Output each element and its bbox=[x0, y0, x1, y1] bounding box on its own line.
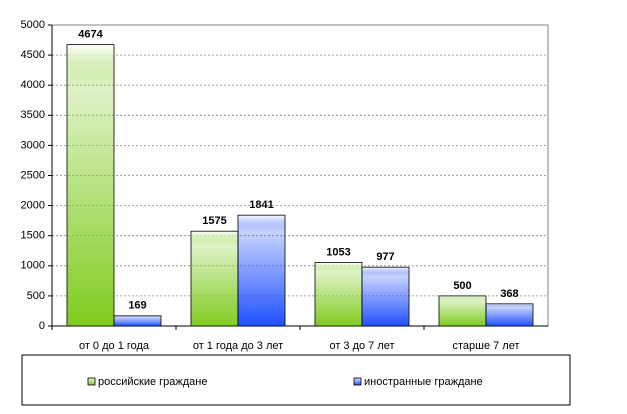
bar bbox=[485, 303, 534, 327]
value-label: 4674 bbox=[78, 29, 103, 41]
value-label: 1841 bbox=[249, 199, 273, 211]
y-tick-label: 4000 bbox=[21, 79, 45, 91]
value-label: 368 bbox=[500, 288, 518, 300]
legend-label: российские граждане bbox=[98, 376, 208, 388]
x-tick-label: от 3 до 7 лет bbox=[329, 340, 394, 352]
y-tick-label: 3500 bbox=[21, 109, 45, 121]
x-tick-label: от 0 до 1 года bbox=[79, 340, 150, 352]
value-label: 1053 bbox=[326, 247, 350, 259]
bar bbox=[113, 315, 162, 327]
x-tick-label: старше 7 лет bbox=[452, 340, 519, 352]
bar bbox=[237, 214, 286, 327]
y-tick-label: 2500 bbox=[21, 169, 45, 181]
y-tick-label: 1500 bbox=[21, 230, 45, 242]
legend-swatch bbox=[87, 377, 96, 386]
bar bbox=[190, 230, 239, 327]
bar bbox=[438, 295, 487, 327]
y-tick-label: 5000 bbox=[21, 19, 45, 31]
value-label: 977 bbox=[376, 251, 394, 263]
value-label: 1575 bbox=[202, 215, 226, 227]
y-tick-label: 4500 bbox=[21, 49, 45, 61]
y-tick-label: 3000 bbox=[21, 139, 45, 151]
value-label: 169 bbox=[128, 300, 146, 312]
y-tick-label: 500 bbox=[27, 290, 45, 302]
legend-label: иностранные граждане bbox=[364, 376, 483, 388]
y-tick-label: 2000 bbox=[21, 200, 45, 212]
bar bbox=[66, 44, 115, 327]
bar bbox=[314, 262, 363, 327]
x-tick-label: от 1 года до 3 лет bbox=[193, 340, 283, 352]
value-label: 500 bbox=[453, 280, 471, 292]
y-tick-label: 0 bbox=[39, 320, 45, 332]
y-tick-label: 1000 bbox=[21, 260, 45, 272]
legend-swatch bbox=[353, 377, 362, 386]
bar bbox=[361, 266, 410, 327]
legend-box bbox=[21, 354, 571, 406]
